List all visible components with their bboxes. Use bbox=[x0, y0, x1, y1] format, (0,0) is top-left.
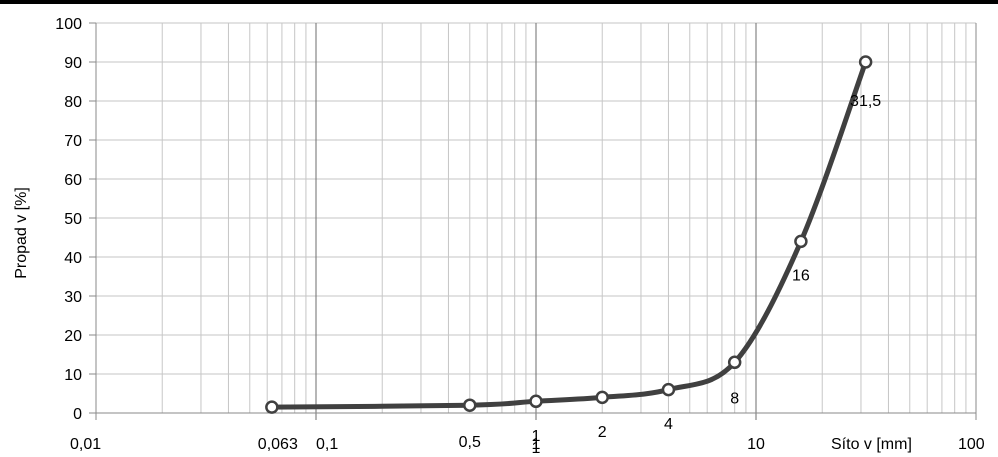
data-point bbox=[858, 55, 873, 69]
y-tick-label: 0 bbox=[73, 406, 82, 423]
data-label: 2 bbox=[598, 424, 607, 441]
data-label: 0,063 bbox=[258, 436, 298, 453]
point-labels: 0,063 0,5 1 2 4 8 16 31,5 1 bbox=[258, 93, 881, 457]
y-tick-label: 60 bbox=[64, 172, 82, 189]
y-tick-label: 30 bbox=[64, 289, 82, 306]
data-label: 4 bbox=[664, 416, 673, 433]
data-point bbox=[595, 390, 609, 405]
y-tick-labels: 0 10 20 30 40 50 60 70 80 90 100 bbox=[55, 16, 82, 423]
top-border bbox=[0, 0, 998, 4]
x-tick-label: 10 bbox=[747, 436, 765, 453]
data-label: 31,5 bbox=[850, 93, 881, 110]
y-tick-label: 10 bbox=[64, 367, 82, 384]
x-tick-labels: 0,01 0,1 1 10 100 bbox=[70, 436, 985, 453]
y-axis-label: Propad v [%] bbox=[13, 187, 30, 279]
y-tick-label: 70 bbox=[64, 133, 82, 150]
x-tick-label: 1 bbox=[532, 436, 541, 453]
major-gridlines bbox=[89, 22, 977, 420]
series-group bbox=[265, 55, 873, 414]
data-point bbox=[727, 355, 742, 370]
y-tick-label: 100 bbox=[55, 16, 82, 33]
x-tick-label: 0,01 bbox=[70, 436, 101, 453]
x-tick-label: 100 bbox=[958, 436, 985, 453]
data-point bbox=[265, 400, 279, 414]
y-tick-label: 40 bbox=[64, 250, 82, 267]
data-point bbox=[661, 382, 676, 397]
extra-label: 1 bbox=[532, 440, 541, 457]
y-tick-label: 90 bbox=[64, 55, 82, 72]
data-label: 8 bbox=[730, 390, 739, 407]
series-line bbox=[269, 59, 869, 410]
data-label: 16 bbox=[792, 267, 810, 284]
data-point bbox=[529, 394, 543, 409]
y-tick-label: 80 bbox=[64, 94, 82, 111]
y-tick-label: 20 bbox=[64, 328, 82, 345]
data-label: 0,5 bbox=[459, 434, 481, 451]
data-point bbox=[463, 398, 477, 412]
x-axis-label: Síto v [mm] bbox=[831, 436, 912, 453]
data-label: 1 bbox=[532, 428, 541, 445]
y-tick-label: 50 bbox=[64, 211, 82, 228]
x-tick-label: 0,1 bbox=[316, 436, 338, 453]
data-point bbox=[794, 234, 808, 249]
